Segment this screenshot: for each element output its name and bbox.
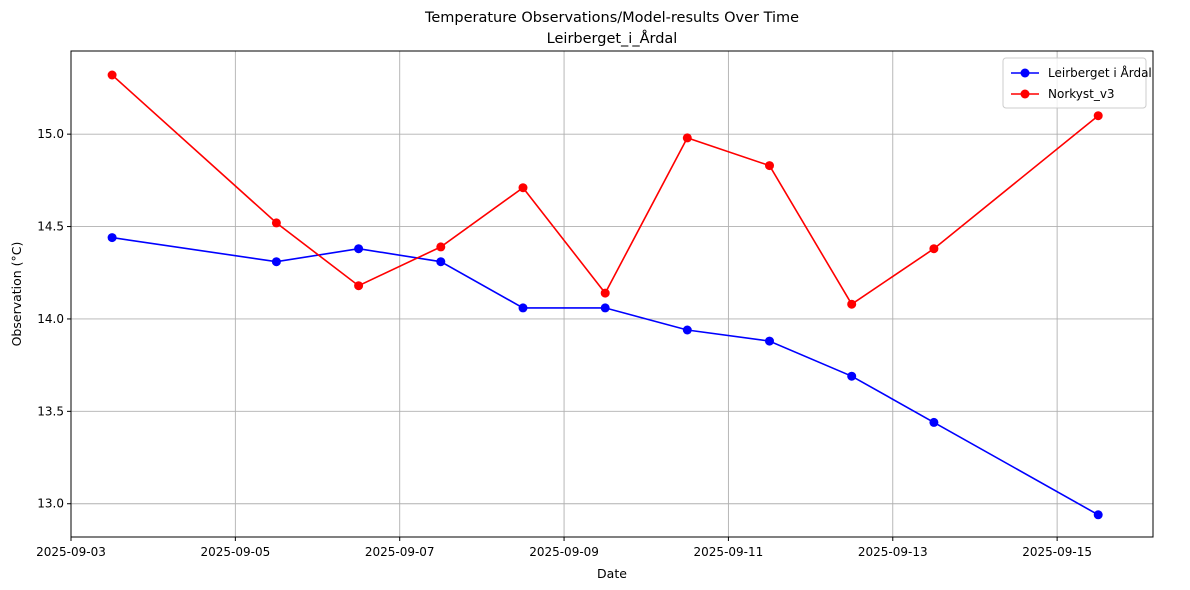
data-point [847, 299, 857, 309]
data-point [682, 133, 692, 143]
data-point [354, 244, 364, 254]
x-tick-label: 2025-09-03 [36, 545, 106, 559]
data-point [929, 244, 939, 254]
x-tick-label: 2025-09-07 [365, 545, 435, 559]
y-tick-label: 13.0 [37, 497, 64, 511]
x-axis-label: Date [597, 566, 627, 581]
plot-frame [70, 50, 1154, 538]
legend-box [1002, 57, 1147, 109]
x-tick-label: 2025-09-15 [1022, 545, 1092, 559]
data-point [271, 257, 281, 267]
x-tick-label: 2025-09-05 [200, 545, 270, 559]
y-tick-label: 13.5 [37, 404, 64, 418]
data-point [107, 233, 117, 243]
legend-swatch-marker-1 [1020, 89, 1030, 99]
legend: Leirberget i Årdal Norkyst_v3 [1002, 57, 1152, 109]
grid [70, 51, 1153, 537]
y-axis-label: Observation (°C) [9, 242, 24, 347]
data-point [518, 183, 528, 193]
data-point [107, 70, 117, 80]
y-tick-label: 14.0 [37, 312, 64, 326]
axis-ticks: 2025-09-03 2025-09-05 2025-09-07 2025-09-09… [36, 127, 1092, 559]
data-point [271, 218, 281, 228]
series-layer [107, 70, 1103, 520]
y-tick-label: 14.5 [37, 220, 64, 234]
legend-swatch-marker-0 [1020, 68, 1030, 78]
data-point [765, 336, 774, 346]
chart-title: Temperature Observations/Model-results O… [424, 10, 799, 26]
data-point [354, 281, 364, 291]
series-line-1 [111, 74, 1099, 306]
data-point [436, 242, 446, 252]
legend-label-0: Leirberget i Årdal [1048, 65, 1152, 80]
x-tick-label: 2025-09-11 [694, 545, 764, 559]
data-point [1093, 111, 1103, 121]
legend-label-1: Norkyst_v3 [1048, 87, 1115, 101]
y-tick-label: 15.0 [37, 127, 64, 141]
series-1 [107, 70, 1103, 309]
data-point [518, 303, 528, 313]
series-line-0 [111, 236, 1099, 516]
data-point [600, 288, 610, 298]
data-point [765, 161, 774, 171]
x-tick-label: 2025-09-09 [529, 545, 599, 559]
data-point [436, 257, 446, 267]
data-point [682, 325, 692, 335]
data-point [847, 371, 857, 381]
series-0 [107, 233, 1103, 520]
x-tick-label: 2025-09-13 [858, 545, 928, 559]
data-point [1093, 510, 1103, 520]
data-point [600, 303, 610, 313]
data-point [929, 417, 939, 427]
chart-subtitle: Leirberget_i_Årdal [547, 30, 678, 47]
